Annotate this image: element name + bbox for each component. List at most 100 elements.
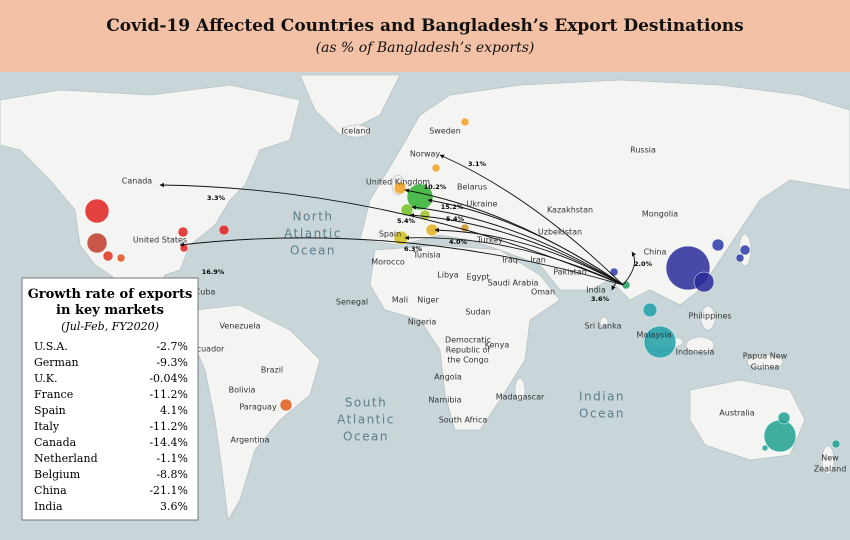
country-label: Madagascar [496, 393, 545, 402]
country-label: Philippines [688, 312, 731, 321]
table-country: Canada [34, 436, 77, 449]
export-share: 2.0% [634, 260, 653, 268]
table-country: India [34, 500, 63, 513]
arrow [427, 198, 624, 286]
country-label: Republic of [446, 346, 491, 355]
arrow [439, 154, 624, 286]
bubble [693, 271, 715, 293]
bubble [831, 439, 841, 449]
country-label: Cuba [195, 288, 216, 297]
country-label: Turkey [476, 236, 503, 245]
table-value: -11.2% [149, 388, 188, 401]
country-label: Sweden [429, 127, 461, 136]
ocean-label: Ocean [290, 244, 336, 258]
table-value: 3.6% [160, 500, 188, 513]
table-country: German [34, 356, 79, 369]
table-subtitle: (Jul-Feb, FY2020) [61, 320, 159, 333]
ocean-label: Ocean [579, 407, 625, 421]
export-share: 5.4% [446, 215, 465, 223]
country-label: Kenya [485, 341, 510, 350]
export-share: 10.2% [424, 183, 447, 191]
title: Covid-19 Affected Countries and Banglade… [106, 16, 743, 36]
country-label: Iceland [342, 127, 371, 136]
country-label: Australia [719, 409, 754, 418]
country-label: Norway [410, 150, 441, 159]
country-label: Sri Lanka [585, 322, 622, 331]
country-label: Papua New [743, 352, 788, 361]
bubble [102, 250, 114, 262]
country-label: Senegal [336, 298, 368, 307]
country-label: Paraguay [239, 403, 277, 412]
table-value: 4.1% [160, 404, 188, 417]
table-country: France [34, 388, 73, 401]
country-label: Kazakhstan [547, 206, 593, 215]
arrow [611, 281, 624, 291]
arrow [409, 213, 624, 286]
bubble [711, 238, 725, 252]
country-label: Egypt [466, 273, 489, 282]
table-value: -14.4% [149, 436, 188, 449]
case-bubbles [84, 117, 841, 453]
country-label: Libya [437, 271, 458, 280]
table-country: Belgium [34, 468, 81, 481]
ocean-label: South [345, 396, 387, 410]
ocean-label: Ocean [343, 430, 389, 444]
country-label: Malaysia [637, 331, 672, 340]
bubble [116, 253, 126, 263]
country-label: Angola [434, 373, 462, 382]
table-country: U.S.A. [34, 340, 68, 353]
export-arrows [159, 154, 637, 291]
bubble [642, 302, 658, 318]
country-label: Pakistan [553, 268, 587, 277]
export-share: 3.6% [591, 295, 610, 303]
table-country: Spain [34, 404, 66, 417]
table-country: Netherland [34, 452, 98, 465]
country-label: Ecuador [192, 345, 225, 354]
country-label: Iraq [502, 256, 518, 265]
export-share: 15.2% [441, 203, 464, 211]
bubble [177, 226, 189, 238]
country-label: Iran [530, 256, 546, 265]
country-label: New [821, 454, 839, 463]
bubble [739, 244, 751, 256]
table-country: China [34, 484, 67, 497]
bubble [400, 203, 414, 217]
bubble [393, 181, 407, 195]
bubble [86, 232, 108, 254]
country-label: Canada [122, 177, 153, 186]
bubble [84, 198, 110, 224]
bubble [218, 224, 230, 236]
ocean-label: Indian [579, 390, 625, 404]
country-label: Morocco [371, 258, 405, 267]
country-label: Guinea [751, 363, 779, 372]
table-value: -1.1% [156, 452, 188, 465]
country-label: Nigeria [408, 318, 437, 327]
bubble [777, 411, 791, 425]
country-label: Brazil [261, 366, 283, 375]
country-label: United States [133, 236, 187, 245]
country-label: Argentina [230, 436, 269, 445]
map-labels: 3.3% 16.9% 3.1% 10.2% 15.2% 5.4% 5.4% 6.3% 4.0% 2… [122, 127, 847, 474]
bubble [279, 398, 293, 412]
bubble [763, 419, 797, 453]
table-country: Italy [34, 420, 60, 433]
country-label: Zealand [814, 465, 847, 474]
country-label: Democratic [445, 336, 491, 345]
export-share: 3.3% [207, 194, 226, 202]
country-label: United Kingdom [366, 178, 430, 187]
table-value: -2.7% [156, 340, 188, 353]
arrow [404, 235, 624, 286]
export-share: 5.4% [397, 217, 416, 225]
country-label: China [644, 248, 667, 257]
country-label: Sudan [465, 308, 490, 317]
country-label: Belarus [457, 183, 487, 192]
title-banner [0, 0, 850, 72]
country-label: Ukraine [467, 200, 498, 209]
country-label: Bolivia [229, 386, 256, 395]
country-label: Tunisia [412, 251, 440, 260]
bubble [761, 444, 769, 452]
table-title: in key markets [56, 303, 164, 318]
country-label: Namibia [428, 396, 461, 405]
